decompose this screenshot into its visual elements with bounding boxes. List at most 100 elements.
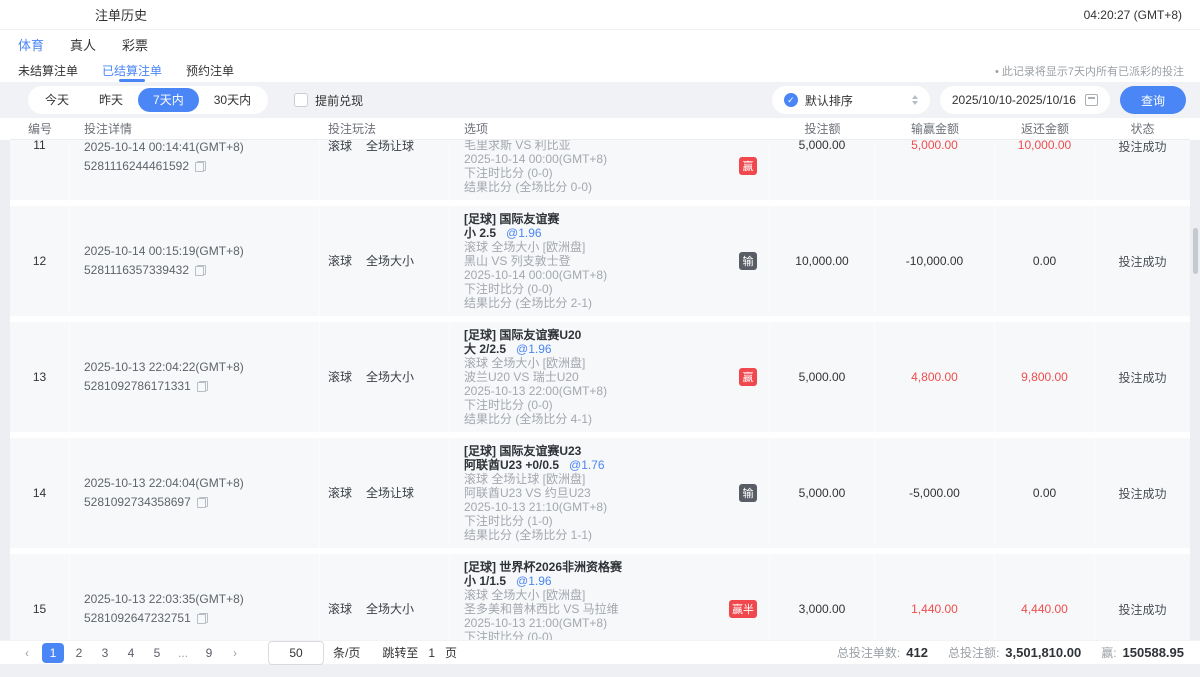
table-rows: 11 2025-10-14 00:14:41(GMT+8) 5281116244… [10,140,1190,640]
table-body-viewport[interactable]: 11 2025-10-14 00:14:41(GMT+8) 5281116244… [0,140,1200,640]
selection: 阿联酋U23 +0/0.5 [464,458,560,472]
jump-page-value[interactable]: 1 [428,645,436,660]
page-size-input[interactable] [268,640,324,665]
bet-time: 2025-10-13 22:03:35(GMT+8) [84,592,244,606]
option-cell: [足球] 国际友谊赛 小 2.5 @1.96 滚球 全场大小 [欧洲盘] 黑山 V… [450,206,770,316]
bet-amount: 10,000.00 [795,254,849,268]
row-id: 11 [10,140,70,200]
jump-to-label: 跳转至 [382,646,419,660]
option-detail-line: 滚球 全场让球 [欧洲盘] [464,472,586,486]
table-row: 12 2025-10-14 00:15:19(GMT+8) 5281116357… [10,206,1190,316]
page-9[interactable]: 9 [205,645,213,660]
page-ellipsis[interactable]: ... [177,645,188,660]
early-cashout-label: 提前兑现 [315,93,364,108]
play-cell: 滚球 全场大小 [320,206,450,316]
early-cashout-checkbox[interactable]: 提前兑现 [294,92,363,109]
selection: 小 2.5 [464,226,497,240]
calendar-icon [1084,94,1098,106]
subtab-reserved[interactable]: 预约注单 [186,63,235,78]
bet-detail-cell: 2025-10-13 22:04:22(GMT+8) 5281092786171… [70,322,320,432]
play-cell: 滚球 全场让球 [320,438,450,548]
total-amount-value: 3,501,810.00 [1005,645,1082,660]
option-detail-line: 结果比分 (全场比分 1-1) [464,528,593,542]
date-quick-filter: 今天 昨天 7天内 30天内 [28,86,269,114]
bet-detail-cell: 2025-10-14 00:15:19(GMT+8) 5281116357339… [70,206,320,316]
table-row: 13 2025-10-13 22:04:22(GMT+8) 5281092786… [10,322,1190,432]
search-button[interactable]: 查询 [1119,86,1186,114]
play-type: 滚球 [328,254,353,268]
subtab-settled[interactable]: 已结算注单 [102,58,162,82]
bet-time: 2025-10-14 00:15:19(GMT+8) [84,244,244,258]
play-cell: 滚球 全场大小 [320,322,450,432]
bet-status: 投注成功 [1118,602,1167,617]
sub-tabs: 未结算注单 已结算注单 预约注单 • 此记录将显示7天内所有已派彩的投注 [0,58,1200,82]
table-row: 15 2025-10-13 22:03:35(GMT+8) 5281092647… [10,554,1190,640]
scrollbar-thumb[interactable] [1193,228,1198,274]
bet-status: 投注成功 [1118,254,1167,269]
bet-detail-cell: 2025-10-13 22:03:35(GMT+8) 5281092647232… [70,554,320,640]
selection: 小 1/1.5 [464,574,507,588]
filter-today[interactable]: 今天 [45,93,70,107]
option-detail-line: 下注时比分 (1-0) [464,514,553,528]
subtab-unsettled[interactable]: 未结算注单 [18,63,79,78]
row-id: 12 [10,206,70,316]
bet-time: 2025-10-13 22:04:04(GMT+8) [84,476,244,490]
copy-icon[interactable] [195,161,206,172]
bet-number: 5281116244461592 [84,159,189,173]
col-option: 选项 [464,122,489,136]
copy-icon[interactable] [196,613,208,624]
main-tabs: 体育 真人 彩票 [0,30,1200,58]
option-detail-line: 毛里求斯 VS 利比亚 [464,140,571,152]
option-detail-line: 2025-10-13 21:00(GMT+8) [464,616,608,630]
result-badge: 赢 [739,157,757,175]
check-circle-icon: ✓ [783,93,798,107]
tab-live[interactable]: 真人 [70,37,97,53]
odds: @1.96 [506,226,542,240]
tab-lottery[interactable]: 彩票 [122,37,149,53]
play-name: 全场大小 [366,254,415,268]
total-amount-label: 总投注额: [947,646,1000,660]
filter-yesterday[interactable]: 昨天 [99,93,124,107]
win-loss-amount: -10,000.00 [905,254,964,268]
col-bet-amount: 投注额 [804,122,841,136]
win-loss-amount: 5,000.00 [911,140,958,152]
col-win-loss: 输赢金额 [910,122,959,136]
filter-30days[interactable]: 30天内 [213,93,252,107]
prev-page-button[interactable]: ‹ [25,645,29,660]
filter-7days[interactable]: 7天内 [138,88,199,112]
bet-detail-cell: 2025-10-14 00:14:41(GMT+8) 5281116244461… [70,140,320,200]
bet-time: 2025-10-14 00:14:41(GMT+8) [84,140,244,154]
page-2[interactable]: 2 [75,645,83,660]
league-name: [足球] 国际友谊赛U20 [464,328,582,342]
option-detail-line: 结果比分 (全场比分 0-0) [464,180,593,194]
option-detail-line: 结果比分 (全场比分 2-1) [464,296,593,310]
option-detail-line: 波兰U20 VS 瑞士U20 [464,370,579,384]
date-range-value: 2025/10/10-2025/10/16 [951,93,1076,107]
refund-amount: 9,800.00 [1021,370,1068,384]
copy-icon[interactable] [195,265,206,276]
page-5[interactable]: 5 [153,645,161,660]
next-page-button[interactable]: › [233,645,237,660]
col-detail: 投注详情 [84,122,133,136]
copy-icon[interactable] [196,381,208,392]
play-cell: 滚球 全场让球 [320,140,450,200]
record-notice: • 此记录将显示7天内所有已派彩的投注 [994,66,1184,78]
total-count-value: 412 [906,645,928,660]
league-name: [足球] 国际友谊赛 [464,212,560,226]
option-detail-line: 滚球 全场大小 [欧洲盘] [464,356,586,370]
tab-sports[interactable]: 体育 [18,37,45,53]
page-1[interactable]: 1 [42,642,64,663]
sort-select[interactable]: ✓ 默认排序 [771,86,930,114]
total-win-label: 赢: [1101,646,1117,660]
date-range-picker[interactable]: 2025/10/10-2025/10/16 [939,86,1110,114]
refund-amount: 10,000.00 [1017,140,1072,152]
bet-number: 5281092734358697 [84,495,191,509]
page-unit-label: 页 [445,646,458,660]
copy-icon[interactable] [196,497,208,508]
page-3[interactable]: 3 [101,645,109,660]
play-name: 全场让球 [366,486,415,500]
checkbox-icon[interactable] [294,93,309,107]
option-detail-line: 2025-10-14 00:00(GMT+8) [464,152,608,166]
option-detail-line: 2025-10-14 00:00(GMT+8) [464,268,608,282]
page-4[interactable]: 4 [127,645,135,660]
